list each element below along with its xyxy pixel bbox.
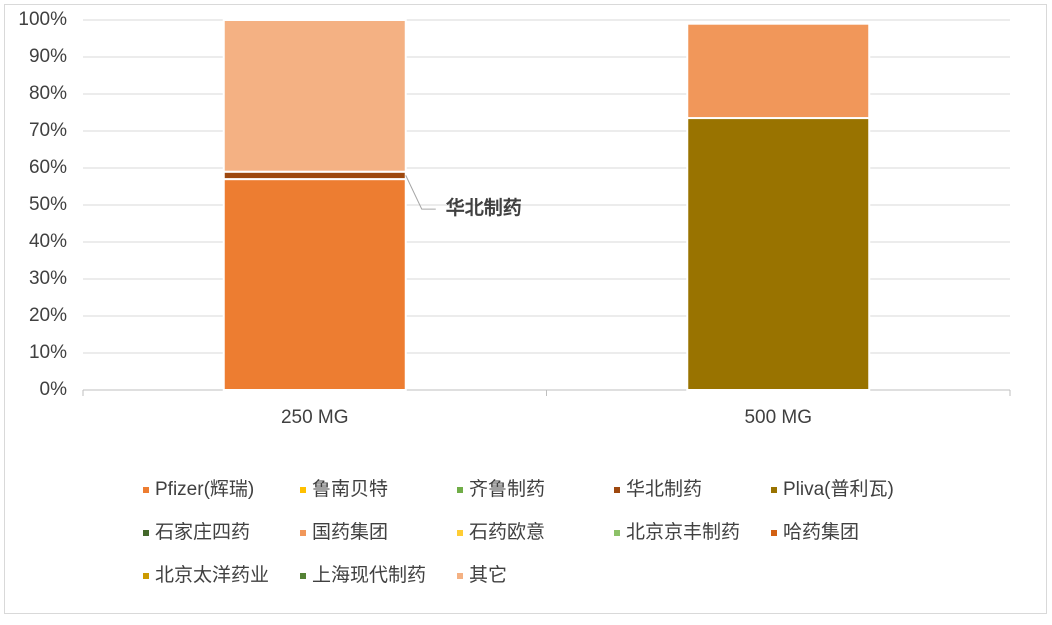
legend-marker xyxy=(457,530,463,536)
legend-label: Pfizer(辉瑞) xyxy=(155,478,254,500)
y-tick-label: 20% xyxy=(29,305,67,326)
y-tick-label: 100% xyxy=(18,9,67,30)
legend-marker xyxy=(300,530,306,536)
x-tick-label: 250 MG xyxy=(281,407,349,428)
legend-label: 石家庄四药 xyxy=(155,521,250,543)
chart-border xyxy=(4,4,1047,614)
y-tick-label: 10% xyxy=(29,342,67,363)
y-tick-label: 80% xyxy=(29,83,67,104)
legend-label: 鲁南贝特 xyxy=(312,478,388,500)
legend-label: 北京京丰制药 xyxy=(626,521,740,543)
y-tick-label: 70% xyxy=(29,120,67,141)
legend-marker xyxy=(300,573,306,579)
legend-label: 华北制药 xyxy=(626,478,702,500)
legend-marker xyxy=(771,530,777,536)
bar-segment xyxy=(686,22,871,120)
legend-label: Pliva(普利瓦) xyxy=(783,478,894,500)
legend-marker xyxy=(143,573,149,579)
legend-marker xyxy=(143,487,149,493)
legend-marker xyxy=(457,573,463,579)
legend-label: 其它 xyxy=(469,564,507,586)
legend-label: 国药集团 xyxy=(312,521,388,543)
legend-marker xyxy=(143,530,149,536)
bar-segment xyxy=(222,178,407,391)
bar-segment xyxy=(222,19,407,173)
legend-marker xyxy=(614,487,620,493)
x-tick-label: 500 MG xyxy=(744,407,812,428)
y-tick-label: 40% xyxy=(29,231,67,252)
legend-label: 石药欧意 xyxy=(469,521,545,543)
annotation: 华北制药 xyxy=(446,196,522,219)
y-tick-label: 90% xyxy=(29,46,67,67)
legend-marker xyxy=(300,487,306,493)
legend-label: 齐鲁制药 xyxy=(469,478,545,500)
y-tick-label: 50% xyxy=(29,194,67,215)
bar-segment xyxy=(686,117,871,392)
legend-marker xyxy=(771,487,777,493)
legend-marker xyxy=(457,487,463,493)
legend-label: 北京太洋药业 xyxy=(155,564,269,586)
y-tick-label: 60% xyxy=(29,157,67,178)
y-tick-label: 30% xyxy=(29,268,67,289)
bar-segment xyxy=(222,170,407,181)
legend-marker xyxy=(614,530,620,536)
annotation-leader xyxy=(405,175,436,210)
y-tick-label: 0% xyxy=(40,379,68,400)
legend-label: 上海现代制药 xyxy=(312,564,426,586)
legend-label: 哈药集团 xyxy=(783,521,859,543)
